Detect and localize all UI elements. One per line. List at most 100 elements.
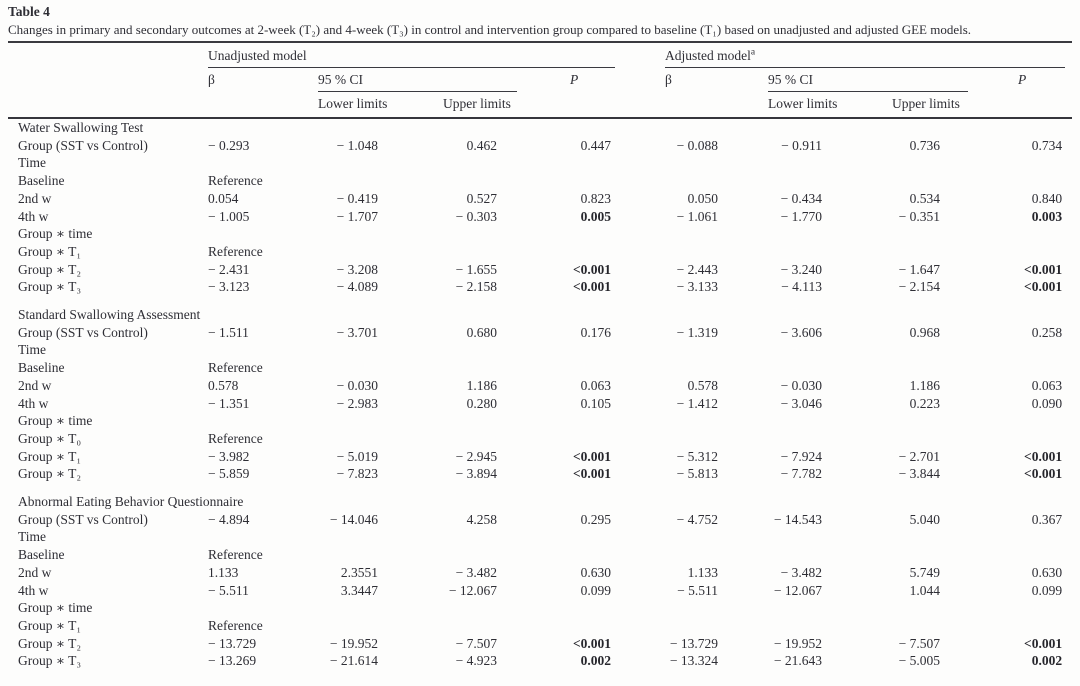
unadj-lower-limit-cell: − 7.823 (336, 466, 378, 482)
table-row: Group ∗ time (8, 412, 1072, 430)
row-label: 2nd w (18, 564, 52, 580)
adj-upper-limit-cell: − 2.154 (898, 279, 941, 295)
unadj-beta-cell: − 1.351 (208, 395, 250, 411)
adj-beta-cell: − 1.412 (676, 395, 719, 411)
unadj-upper-limit-cell (443, 154, 570, 172)
table-row: 4th w − 5.511 3.3447 − 12.067 0.099 − 5.511 − … (8, 582, 1072, 600)
table-row: Group ∗ T₂ − 13.729 − 19.952 − 7.507 <0.001 −… (8, 635, 1072, 653)
adj-upper-limit-cell (892, 154, 1018, 172)
unadj-lower-limit-cell (318, 599, 443, 617)
table-row: Group ∗ T₁ Reference (8, 617, 1072, 635)
unadj-upper-limit-cell (443, 243, 570, 261)
adj-p-cell: 0.367 (1031, 511, 1063, 527)
adj-lower-limit-cell (768, 546, 892, 564)
unadj-upper-limit-cell: 1.186 (466, 377, 497, 393)
unadj-beta-cell: − 13.729 (208, 635, 257, 651)
unadj-upper-limit-cell (443, 528, 570, 546)
unadj-lower-limit-cell (318, 225, 443, 243)
header-spacer (570, 92, 666, 119)
gee-results-table: Unadjusted model Adjusted modela β 95 % … (8, 41, 1073, 670)
unadj-p-cell (570, 154, 665, 172)
adj-p-cell: 0.002 (1031, 653, 1063, 669)
unadj-beta-cell (208, 412, 318, 430)
unadj-upper-limit-cell: − 7.507 (455, 635, 497, 651)
adj-beta-cell (665, 546, 768, 564)
unadj-p-cell (570, 296, 665, 324)
adj-lower-limit-cell: − 1.770 (780, 208, 823, 224)
row-label: Group ∗ time (18, 413, 93, 429)
table-row: 4th w − 1.005 − 1.707 − 0.303 0.005 − 1.061 − … (8, 208, 1072, 226)
unadj-lower-limit-cell (318, 296, 443, 324)
unadj-beta-cell (208, 118, 318, 137)
adj-beta-cell (665, 243, 768, 261)
limits-header-row: Lower limits Upper limits Lower limits U… (8, 92, 1073, 119)
unadj-beta-cell (208, 154, 318, 172)
unadj-beta-cell: Reference (208, 243, 263, 259)
row-label: Group ∗ time (18, 600, 93, 616)
adj-lower-limit-cell (768, 528, 892, 546)
adj-p-cell: 0.090 (1031, 395, 1063, 411)
row-label: Time (18, 155, 47, 171)
adj-beta-cell (665, 225, 768, 243)
adj-lower-limit-cell (768, 296, 892, 324)
adj-beta-cell (665, 118, 768, 137)
adj-upper-limit-cell: − 2.701 (898, 448, 941, 464)
row-label: Baseline (18, 360, 65, 376)
adj-p-cell (1018, 118, 1072, 137)
table-row: Group ∗ T₃ − 3.123 − 4.089 − 2.158 <0.001 − 3… (8, 278, 1072, 296)
table-caption: Changes in primary and secondary outcome… (8, 22, 972, 37)
adj-beta-cell (665, 172, 768, 190)
header-spacer (665, 92, 769, 119)
adj-upper-limit-cell: 0.736 (909, 137, 941, 153)
unadj-beta-cell: 0.578 (208, 377, 239, 393)
adjusted-model-label: Adjusted model (665, 48, 751, 63)
unadj-upper-limit-cell (443, 430, 570, 448)
adj-p-cell: <0.001 (1024, 448, 1063, 464)
unadj-beta-cell: − 3.123 (208, 279, 250, 295)
unadj-lower-limit-cell (318, 546, 443, 564)
adj-p-cell (1018, 225, 1072, 243)
adj-upper-limit-cell (892, 528, 1018, 546)
unadj-ci-header-cell: 95 % CI (318, 68, 570, 92)
adj-beta-cell (665, 412, 768, 430)
unadj-beta-cell: 1.133 (208, 564, 239, 580)
adj-beta-cell (665, 359, 768, 377)
unadj-beta-cell: Reference (208, 547, 263, 563)
unadj-beta-cell: Reference (208, 360, 263, 376)
unadj-lower-limit-cell: − 3.208 (336, 261, 378, 277)
row-label: Group (SST vs Control) (18, 324, 148, 340)
unadj-upper-limit-cell (443, 617, 570, 635)
adj-lower-limit-cell: − 0.434 (780, 190, 823, 206)
adj-lower-limit-cell (768, 172, 892, 190)
adj-beta-cell: − 5.813 (676, 466, 719, 482)
unadjusted-model-header-cell: Unadjusted model (208, 42, 665, 68)
adj-lower-limit-cell: − 3.240 (780, 261, 823, 277)
adj-upper-limit-cell (892, 341, 1018, 359)
adj-p-cell: 0.840 (1031, 190, 1063, 206)
adj-upper-limit-cell: − 0.351 (898, 208, 941, 224)
unadj-upper-limit-cell (443, 359, 570, 377)
adj-upper-limit-cell: − 5.005 (898, 653, 941, 669)
table-row: 2nd w 1.133 2.3551 − 3.482 0.630 1.133 − 3.482… (8, 564, 1072, 582)
unadj-lower-limit-cell: − 19.952 (329, 635, 378, 651)
unadj-p-cell: 0.105 (580, 395, 612, 411)
table-row: Group ∗ time (8, 599, 1072, 617)
adj-p-cell (1018, 599, 1072, 617)
paper-table-figure: Table 4 Changes in primary and secondary… (8, 4, 1073, 670)
unadj-upper-limit-cell: − 0.303 (455, 208, 497, 224)
adj-p-cell (1018, 528, 1072, 546)
adj-p-cell (1018, 617, 1072, 635)
row-label: Group ∗ T₂ (18, 635, 82, 651)
unadj-p-cell: <0.001 (572, 279, 612, 295)
model-group-header-row: Unadjusted model Adjusted modela (8, 42, 1072, 68)
row-label: 4th w (18, 582, 49, 598)
unadj-upper-limit-cell: 0.462 (466, 137, 497, 153)
row-label: Group ∗ T₂ (18, 261, 82, 277)
adj-p-cell (1018, 359, 1072, 377)
unadj-upper-limit-cell: 0.280 (466, 395, 497, 411)
section-header: Water Swallowing Test (18, 120, 144, 135)
adj-upper-limit-cell (892, 617, 1018, 635)
stat-header-row: β 95 % CI P β 95 % CI P (8, 68, 1072, 92)
adj-p-cell: 0.734 (1031, 137, 1063, 153)
adj-lower-limit-cell (768, 483, 892, 511)
